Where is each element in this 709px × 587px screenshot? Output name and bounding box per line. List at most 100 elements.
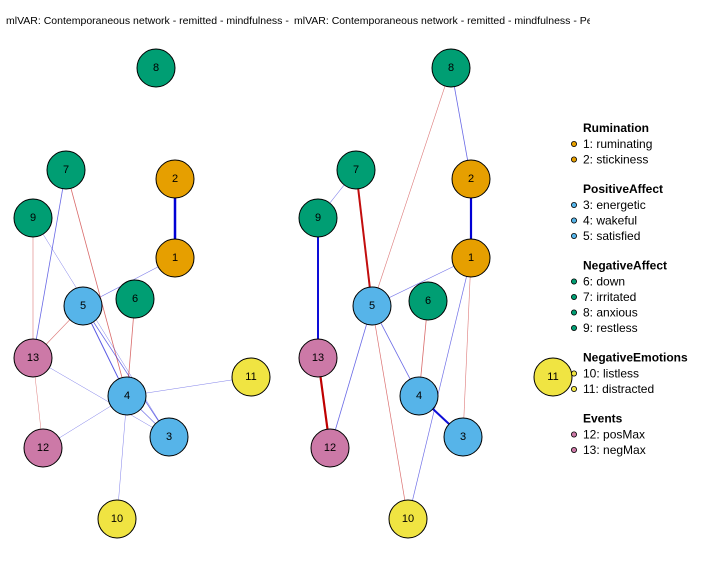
node-label: 2 [468, 173, 474, 185]
legend-item: 7: irritated [583, 290, 636, 304]
edge-1-10 [407, 257, 472, 520]
legend-marker [571, 370, 578, 377]
legend-item: 1: ruminating [583, 137, 652, 151]
legend-item: 11: distracted [583, 382, 654, 396]
legend-item: 3: energetic [583, 198, 646, 212]
legend-title: NegativeEmotions [583, 351, 688, 365]
node-circle [451, 159, 491, 199]
node-label: 12 [324, 442, 336, 454]
legend-marker [571, 232, 578, 239]
node-label: 9 [315, 212, 321, 224]
legend-marker [571, 156, 578, 163]
edge-7-5 [355, 169, 373, 307]
node-circle [310, 428, 350, 468]
edge-9-3 [32, 217, 170, 438]
right-panel-title: mlVAR: Contemporaneous network - remitte… [294, 15, 656, 27]
edge-4-11 [126, 376, 252, 397]
node-label: 9 [30, 212, 36, 224]
edge-13-3 [32, 357, 170, 438]
node-circle [533, 357, 573, 397]
node-circle [352, 286, 392, 326]
node-12: 12 [310, 428, 350, 468]
legend-marker [571, 201, 578, 208]
left-edges [32, 169, 252, 520]
edge-7-13 [32, 169, 67, 359]
left-panel: mlVAR: Contemporaneous network - remitte… [6, 15, 366, 539]
legend-marker [571, 446, 578, 453]
left-panel-title: mlVAR: Contemporaneous network - remitte… [6, 15, 366, 27]
legend-item: 4: wakeful [583, 214, 637, 228]
legend-item: 9: restless [583, 321, 638, 335]
legend-title: NegativeAffect [583, 259, 667, 273]
legend-item: 5: satisfied [583, 229, 640, 243]
legend-marker [571, 324, 578, 331]
node-label: 8 [153, 62, 159, 74]
node-3: 3 [149, 417, 189, 457]
node-label: 1 [172, 252, 178, 264]
node-circle [298, 338, 338, 378]
edge-4-10 [116, 395, 128, 520]
node-7: 7 [336, 150, 376, 190]
legend-marker [571, 140, 578, 147]
node-label: 4 [124, 390, 130, 402]
node-label: 11 [547, 371, 558, 383]
node-label: 3 [166, 431, 172, 443]
node-circle [399, 376, 439, 416]
node-10: 10 [97, 499, 137, 539]
legend-marker [571, 217, 578, 224]
node-circle [298, 198, 338, 238]
legend-item: 8: anxious [583, 306, 638, 320]
node-label: 1 [468, 252, 474, 264]
legend-item: 2: stickiness [583, 153, 648, 167]
node-circle [115, 279, 155, 319]
node-circle [451, 238, 491, 278]
legend-item: 10: listless [583, 367, 639, 381]
node-label: 4 [416, 390, 422, 402]
node-circle [23, 428, 63, 468]
node-10: 10 [388, 499, 428, 539]
node-label: 6 [132, 293, 138, 305]
node-label: 13 [312, 352, 324, 364]
node-6: 6 [408, 281, 448, 321]
legend-title: PositiveAffect [583, 182, 663, 196]
node-circle [231, 357, 271, 397]
legend-item: 6: down [583, 275, 625, 289]
node-8: 8 [136, 48, 176, 88]
legend-marker [571, 309, 578, 316]
legend-title: Events [583, 412, 623, 426]
edge-7-4 [65, 169, 128, 397]
edge-8-5 [371, 67, 452, 307]
node-circle [13, 338, 53, 378]
node-label: 12 [37, 442, 49, 454]
node-1: 1 [155, 238, 195, 278]
node-label: 13 [27, 352, 39, 364]
node-9: 9 [13, 198, 53, 238]
node-1: 1 [451, 238, 491, 278]
node-label: 3 [460, 431, 466, 443]
node-label: 10 [111, 513, 123, 525]
node-11: 11 [533, 357, 573, 397]
node-label: 5 [369, 300, 375, 312]
node-circle [63, 286, 103, 326]
node-circle [13, 198, 53, 238]
legend-item: 13: negMax [583, 443, 646, 457]
node-circle [107, 376, 147, 416]
edge-5-10 [371, 305, 409, 520]
node-circle [149, 417, 189, 457]
node-13: 13 [13, 338, 53, 378]
node-circle [388, 499, 428, 539]
node-circle [336, 150, 376, 190]
node-13: 13 [298, 338, 338, 378]
edge-1-3 [462, 257, 472, 438]
node-label: 5 [80, 300, 86, 312]
node-circle [408, 281, 448, 321]
node-circle [155, 159, 195, 199]
node-label: 11 [245, 371, 256, 383]
node-circle [155, 238, 195, 278]
node-2: 2 [155, 159, 195, 199]
node-circle [46, 150, 86, 190]
node-7: 7 [46, 150, 86, 190]
